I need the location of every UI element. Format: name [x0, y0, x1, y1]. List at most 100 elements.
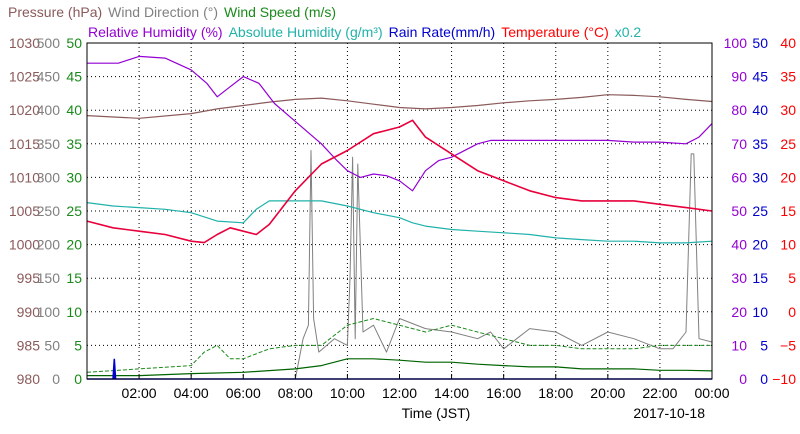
x-tick-label: 08:00: [278, 385, 313, 401]
x-tick-label: 10:00: [330, 385, 365, 401]
tick-rain-rate: 20: [752, 237, 768, 253]
tick-relative-humidity: 60: [731, 169, 747, 185]
tick-relative-humidity: 30: [731, 270, 747, 286]
chart-header: Pressure (hPa) Wind Direction (°) Wind Spe…: [8, 4, 641, 40]
series-wind-speed-max: [86, 318, 712, 373]
tick-rain-rate: 50: [752, 35, 768, 51]
tick-wind-direction: 450: [37, 69, 61, 85]
series-pressure: [86, 94, 713, 119]
legend-entry-r2-5: x0.2: [615, 24, 642, 40]
tick-temperature: 25: [780, 136, 796, 152]
tick-rain-rate: 25: [752, 203, 768, 219]
tick-relative-humidity: 100: [724, 35, 748, 51]
tick-pressure: 995: [17, 270, 41, 286]
tick-wind-direction: 200: [37, 237, 61, 253]
tick-pressure: 1005: [9, 203, 40, 219]
x-axis-title: Time (JST): [402, 405, 471, 421]
tick-relative-humidity: 50: [731, 203, 747, 219]
tick-pressure: 1015: [9, 136, 40, 152]
x-tick-label: 16:00: [486, 385, 521, 401]
tick-temperature: 30: [780, 102, 796, 118]
tick-rain-rate: 10: [752, 304, 768, 320]
x-tick-label: 04:00: [174, 385, 209, 401]
tick-temperature: 35: [780, 69, 796, 85]
tick-temperature: −10: [772, 371, 796, 387]
tick-pressure: 985: [17, 337, 41, 353]
legend-entry-r2-4: Temperature (°C): [501, 24, 609, 40]
tick-temperature: 0: [788, 304, 796, 320]
tick-pressure: 1000: [9, 237, 40, 253]
series-temperature: [86, 119, 713, 244]
tick-relative-humidity: 90: [731, 69, 747, 85]
tick-rain-rate: 30: [752, 169, 768, 185]
x-tick-label: 12:00: [382, 385, 417, 401]
x-tick-label: 22:00: [642, 385, 677, 401]
tick-rain-rate: 35: [752, 136, 768, 152]
tick-wind-direction: 350: [37, 136, 61, 152]
tick-temperature: 40: [780, 35, 796, 51]
tick-relative-humidity: 0: [739, 371, 747, 387]
series-relative-humidity: [87, 55, 713, 192]
legend-entry-r2-1: Relative Humidity (%): [88, 24, 223, 40]
tick-rain-rate: 15: [752, 270, 768, 286]
legend-entry-r2-3: Rain Rate(mm/h): [389, 24, 496, 40]
tick-wind-direction: 400: [37, 102, 61, 118]
legend-entry-r1-2: Wind Direction (°): [108, 4, 218, 20]
tick-relative-humidity: 80: [731, 102, 747, 118]
tick-wind-speed: 30: [66, 169, 82, 185]
tick-relative-humidity: 70: [731, 136, 747, 152]
tick-wind-speed: 50: [66, 35, 82, 51]
tick-pressure: 1030: [9, 35, 40, 51]
tick-wind-speed: 25: [66, 203, 82, 219]
x-tick-label: 06:00: [226, 385, 261, 401]
tick-wind-direction: 50: [44, 337, 60, 353]
tick-wind-speed: 5: [74, 337, 82, 353]
tick-wind-direction: 100: [37, 304, 61, 320]
x-axis: 02:00 04:00 06:00 08:00 10:00 12:00 14:00 16:00…: [122, 374, 730, 401]
legend-entry-r1-3: Wind Speed (m/s): [224, 4, 336, 20]
y-axes: 1030102510201015101010051000995990985980…: [9, 35, 796, 387]
tick-rain-rate: 5: [760, 337, 768, 353]
series-wind-speed-mean: [87, 358, 713, 377]
tick-temperature: 10: [780, 237, 796, 253]
tick-wind-speed: 10: [66, 304, 82, 320]
tick-pressure: 1010: [9, 169, 40, 185]
x-tick-label: 18:00: [538, 385, 573, 401]
tick-rain-rate: 40: [752, 102, 768, 118]
tick-rain-rate: 45: [752, 69, 768, 85]
tick-wind-speed: 15: [66, 270, 82, 286]
tick-wind-direction: 500: [37, 35, 61, 51]
tick-temperature: 20: [780, 169, 796, 185]
tick-wind-speed: 0: [74, 371, 82, 387]
x-tick-label: 00:00: [694, 385, 729, 401]
tick-temperature: −5: [780, 337, 796, 353]
tick-wind-speed: 35: [66, 136, 82, 152]
tick-relative-humidity: 20: [731, 304, 747, 320]
tick-pressure: 990: [17, 304, 41, 320]
series-wind-direction: [87, 150, 713, 380]
legend-entry-r2-2: Absolute Humidity (g/m³): [229, 24, 383, 40]
tick-temperature: 15: [780, 203, 796, 219]
tick-wind-speed: 40: [66, 102, 82, 118]
tick-rain-rate: 0: [760, 371, 768, 387]
tick-wind-direction: 150: [37, 270, 61, 286]
legend-entry-r1-1: Pressure (hPa): [8, 4, 102, 20]
tick-pressure: 1025: [9, 69, 40, 85]
x-tick-label: 14:00: [434, 385, 469, 401]
chart-date: 2017-10-18: [633, 405, 705, 421]
tick-wind-direction: 0: [52, 371, 60, 387]
tick-temperature: 5: [788, 270, 796, 286]
tick-wind-direction: 250: [37, 203, 61, 219]
tick-relative-humidity: 40: [731, 237, 747, 253]
x-tick-label: 20:00: [590, 385, 625, 401]
tick-pressure: 1020: [9, 102, 40, 118]
series-absolute-humidity: [86, 200, 713, 244]
x-tick-label: 02:00: [122, 385, 157, 401]
tick-wind-speed: 45: [66, 69, 82, 85]
tick-relative-humidity: 10: [731, 337, 747, 353]
tick-pressure: 980: [17, 371, 41, 387]
tick-wind-direction: 300: [37, 169, 61, 185]
tick-wind-speed: 20: [66, 237, 82, 253]
